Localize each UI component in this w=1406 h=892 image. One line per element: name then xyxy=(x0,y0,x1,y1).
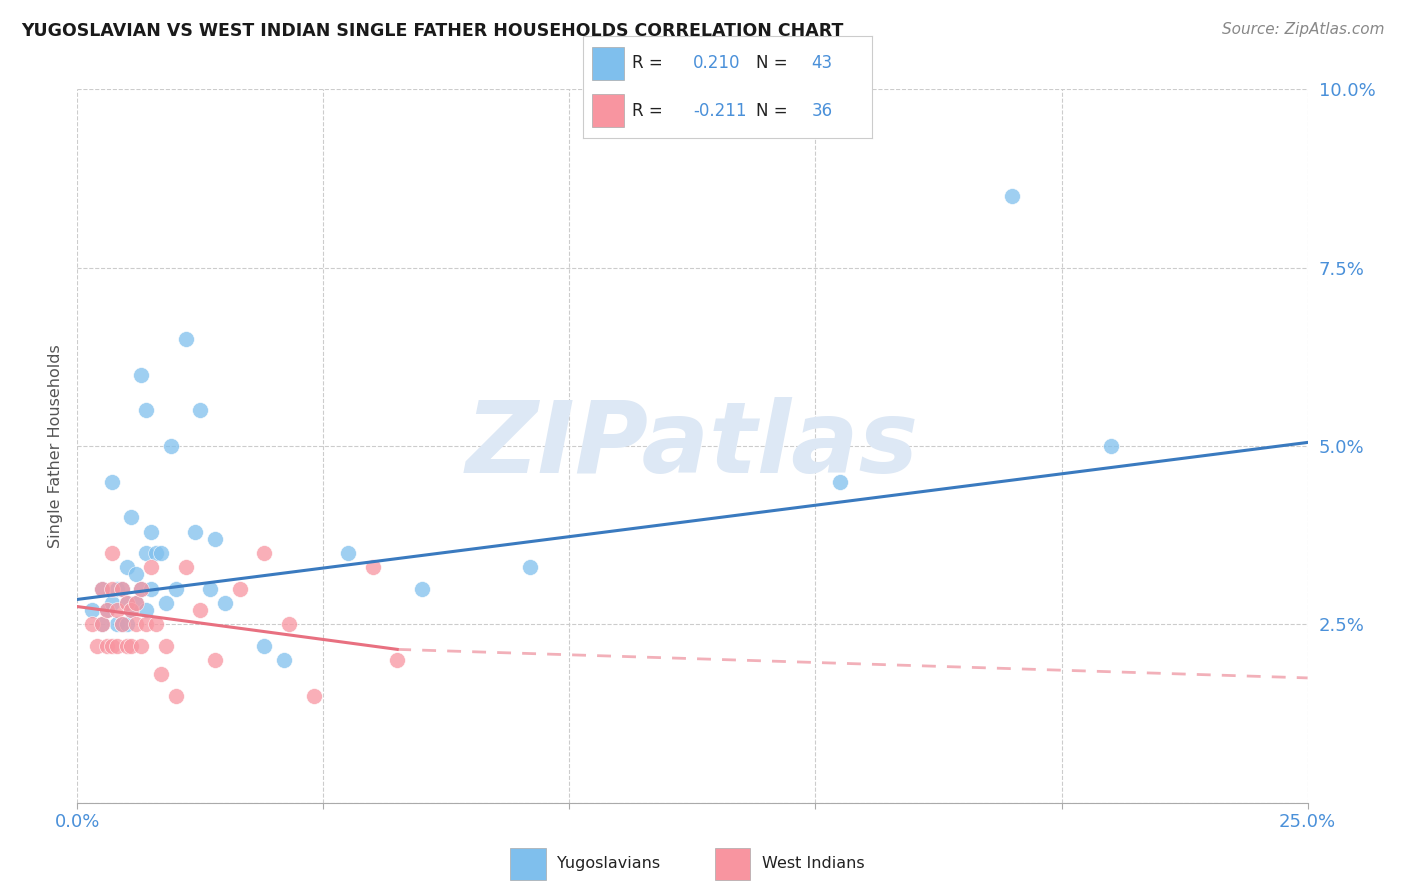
Point xyxy=(129,368,153,382)
Point xyxy=(129,582,153,596)
Point xyxy=(188,603,212,617)
Point xyxy=(125,596,148,610)
Point xyxy=(115,596,138,610)
Text: R =: R = xyxy=(633,54,668,72)
Point xyxy=(121,510,143,524)
Point xyxy=(105,603,128,617)
Point xyxy=(125,596,148,610)
Point xyxy=(105,582,128,596)
Point xyxy=(165,689,187,703)
Point xyxy=(155,639,177,653)
Text: 0.210: 0.210 xyxy=(693,54,741,72)
Point xyxy=(214,596,236,610)
Point xyxy=(101,582,124,596)
Point xyxy=(101,546,124,560)
Point xyxy=(200,582,222,596)
Point xyxy=(150,546,173,560)
Point xyxy=(145,617,167,632)
Point xyxy=(204,653,226,667)
Point xyxy=(96,603,118,617)
Point xyxy=(90,582,114,596)
Point xyxy=(145,546,167,560)
Point xyxy=(105,639,128,653)
Point xyxy=(135,617,157,632)
Point xyxy=(90,617,114,632)
Point xyxy=(141,524,163,539)
Text: West Indians: West Indians xyxy=(762,855,865,871)
Point xyxy=(141,560,163,574)
Point xyxy=(111,582,132,596)
Point xyxy=(121,603,143,617)
Point xyxy=(115,617,138,632)
Text: Source: ZipAtlas.com: Source: ZipAtlas.com xyxy=(1222,22,1385,37)
Text: N =: N = xyxy=(756,102,793,120)
Point xyxy=(90,617,114,632)
Point xyxy=(411,582,433,596)
Point xyxy=(125,567,148,582)
Point xyxy=(121,603,143,617)
Point xyxy=(150,667,173,681)
Point xyxy=(101,596,124,610)
Point xyxy=(82,617,104,632)
Point xyxy=(174,332,197,346)
Point xyxy=(135,603,157,617)
Point xyxy=(361,560,384,574)
Point xyxy=(111,617,132,632)
Text: 36: 36 xyxy=(811,102,832,120)
FancyBboxPatch shape xyxy=(592,95,624,127)
Point xyxy=(165,582,187,596)
Point xyxy=(302,689,325,703)
Point xyxy=(129,639,153,653)
Point xyxy=(125,617,148,632)
Text: YUGOSLAVIAN VS WEST INDIAN SINGLE FATHER HOUSEHOLDS CORRELATION CHART: YUGOSLAVIAN VS WEST INDIAN SINGLE FATHER… xyxy=(21,22,844,40)
Point xyxy=(96,603,118,617)
Point xyxy=(135,403,157,417)
Point xyxy=(188,403,212,417)
Y-axis label: Single Father Households: Single Father Households xyxy=(48,344,63,548)
Point xyxy=(115,639,138,653)
Point xyxy=(86,639,108,653)
Point xyxy=(90,582,114,596)
Point xyxy=(101,639,124,653)
Point xyxy=(253,546,276,560)
Point xyxy=(111,582,132,596)
Point xyxy=(101,475,124,489)
Point xyxy=(141,582,163,596)
Point xyxy=(111,617,132,632)
Text: ZIPatlas: ZIPatlas xyxy=(465,398,920,494)
Point xyxy=(82,603,104,617)
Point xyxy=(830,475,852,489)
Point xyxy=(96,639,118,653)
Point xyxy=(174,560,197,574)
Point xyxy=(337,546,360,560)
Point xyxy=(105,617,128,632)
Text: 43: 43 xyxy=(811,54,832,72)
Point xyxy=(155,596,177,610)
Text: N =: N = xyxy=(756,54,793,72)
Point xyxy=(385,653,409,667)
Point xyxy=(115,560,138,574)
Text: -0.211: -0.211 xyxy=(693,102,747,120)
Point xyxy=(1099,439,1122,453)
Point xyxy=(184,524,207,539)
Point xyxy=(204,532,226,546)
Point xyxy=(1001,189,1024,203)
FancyBboxPatch shape xyxy=(714,848,751,880)
Point xyxy=(135,546,157,560)
Text: R =: R = xyxy=(633,102,668,120)
Point xyxy=(519,560,541,574)
Text: Yugoslavians: Yugoslavians xyxy=(557,855,661,871)
Point xyxy=(253,639,276,653)
Point xyxy=(278,617,301,632)
Point xyxy=(160,439,183,453)
Point xyxy=(129,582,153,596)
Point xyxy=(115,596,138,610)
Point xyxy=(121,639,143,653)
Point xyxy=(228,582,252,596)
FancyBboxPatch shape xyxy=(592,47,624,79)
FancyBboxPatch shape xyxy=(510,848,546,880)
Point xyxy=(273,653,295,667)
